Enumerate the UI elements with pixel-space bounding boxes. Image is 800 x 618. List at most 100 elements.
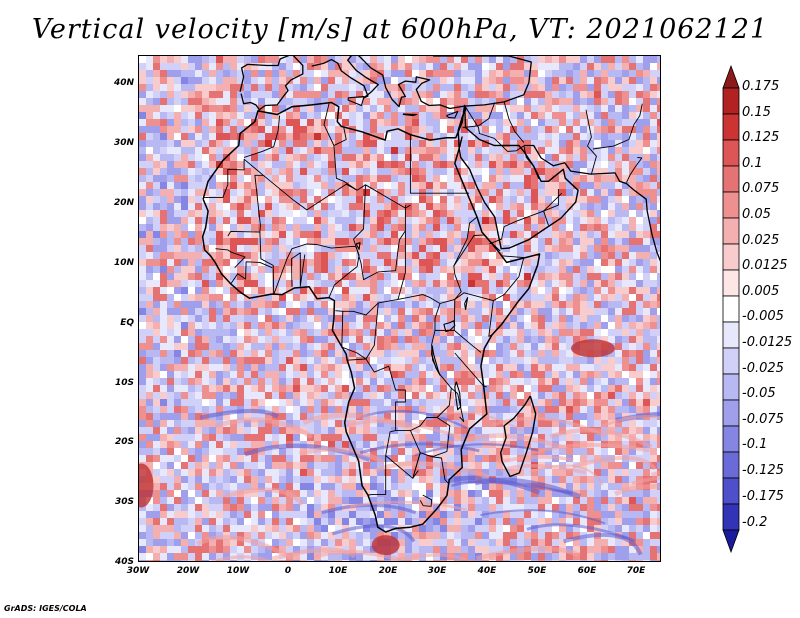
country-border (503, 101, 525, 143)
colorbar-swatch (722, 87, 740, 115)
colorbar-swatch (722, 165, 740, 193)
country-border (215, 248, 246, 269)
colorbar-arrow-bottom (722, 529, 740, 554)
arabia-coastline (458, 105, 579, 250)
map-title: Vertical velocity [m/s] at 600hPa, VT: 2… (31, 14, 769, 45)
country-border (335, 298, 399, 316)
country-border (230, 261, 273, 285)
colorbar-swatch (722, 295, 740, 323)
colorbar-label: 0.0125 (742, 258, 788, 273)
colorbar-swatch (722, 321, 740, 349)
grads-credit: GrADS: IGES/COLA (4, 604, 87, 613)
lake-shoreline (464, 297, 469, 311)
africa-coastline (201, 101, 541, 533)
colorbar-swatch (722, 113, 740, 141)
colorbar-label: -0.2 (742, 515, 768, 530)
lon-label: 70E (626, 566, 646, 576)
colorbar-label: -0.005 (742, 309, 784, 324)
cyprus-coastline (446, 110, 459, 119)
country-border (592, 103, 643, 150)
iberia-coastline (239, 56, 304, 111)
colorbar-swatch (722, 373, 740, 401)
colorbar-swatch (722, 139, 740, 167)
colorbar-swatch (722, 451, 740, 479)
velocity-field-map (139, 56, 660, 561)
country-border (493, 255, 525, 301)
crete-coastline (402, 113, 418, 117)
lat-label: 20N (113, 198, 134, 208)
country-border (409, 134, 470, 194)
colorbar-arrow-top (722, 64, 740, 89)
lon-label: 20E (378, 566, 398, 576)
lon-label: 20W (176, 566, 200, 576)
lat-label: EQ (120, 318, 134, 328)
country-border (203, 159, 245, 198)
colorbar-label: -0.1 (742, 437, 768, 452)
country-border (453, 234, 501, 267)
colorbar-label: -0.175 (742, 489, 784, 504)
country-border (367, 430, 396, 496)
lat-label: 20S (114, 437, 134, 447)
lat-label: 10N (113, 258, 134, 268)
country-border (323, 103, 358, 191)
lat-label: 30N (113, 138, 134, 148)
country-border (419, 494, 433, 507)
colorbar-swatch (722, 477, 740, 505)
colorbar-label: 0.005 (742, 284, 780, 299)
colorbar-label: -0.05 (742, 386, 776, 401)
country-border (291, 252, 306, 287)
lat-label: 30S (114, 497, 134, 507)
lake-shoreline (431, 345, 441, 376)
colorbar-swatch (722, 243, 740, 271)
lake-shoreline (355, 242, 361, 250)
lon-label: 50E (527, 566, 547, 576)
country-border (243, 115, 281, 158)
country-border (353, 184, 406, 281)
colorbar-label: -0.025 (742, 361, 784, 376)
lon-label: 60E (577, 566, 597, 576)
country-border (462, 102, 496, 129)
colorbar-swatch (722, 217, 740, 245)
country-border (451, 387, 465, 423)
colorbar-swatch (722, 425, 740, 453)
lat-label: 40N (113, 78, 134, 88)
lon-label: 0 (284, 566, 292, 576)
country-border (341, 311, 367, 361)
country-border (333, 127, 347, 146)
velocity-field (139, 56, 660, 561)
colorbar-label: 0.15 (742, 105, 771, 120)
country-border (454, 352, 487, 388)
colorbar-label: 0.1 (742, 156, 763, 171)
country-border (626, 156, 643, 183)
lon-label: 30E (427, 566, 447, 576)
colorbar-label: -0.125 (742, 463, 784, 478)
colorbar-swatch (722, 503, 740, 531)
lake-shoreline (443, 320, 456, 333)
colorbar-swatch (722, 191, 740, 219)
plot-area (138, 55, 661, 562)
lat-label: 40S (114, 557, 134, 567)
country-border (523, 145, 540, 180)
colorbar-label: 0.125 (742, 130, 780, 145)
country-border (435, 329, 482, 353)
country-border (489, 192, 563, 245)
colorbar-label: 0.025 (742, 233, 780, 248)
lon-label: 40E (477, 566, 497, 576)
lat-label: 10S (114, 378, 134, 388)
country-border (397, 204, 478, 304)
colorbar-label: -0.0125 (742, 335, 793, 350)
country-border (259, 231, 357, 296)
persia-coastline (523, 144, 660, 262)
country-border (464, 105, 524, 152)
colorbar-swatch (722, 347, 740, 375)
colorbar-label: 0.075 (742, 181, 780, 196)
colorbar-label: 0.05 (742, 207, 771, 222)
country-border (431, 417, 451, 458)
colorbar-label: -0.075 (742, 412, 784, 427)
country-border (409, 430, 421, 479)
lon-label: 10E (328, 566, 348, 576)
lon-label: 10W (226, 566, 250, 576)
country-border (243, 158, 406, 211)
country-border (453, 292, 494, 337)
